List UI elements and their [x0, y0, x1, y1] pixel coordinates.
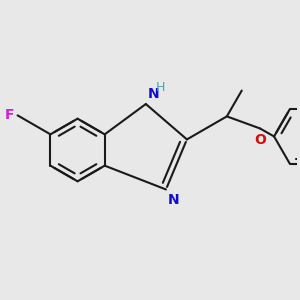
Text: N: N	[168, 193, 180, 207]
Text: O: O	[254, 133, 266, 147]
Text: F: F	[5, 108, 14, 122]
Text: H: H	[156, 81, 166, 94]
Text: N: N	[148, 87, 160, 101]
